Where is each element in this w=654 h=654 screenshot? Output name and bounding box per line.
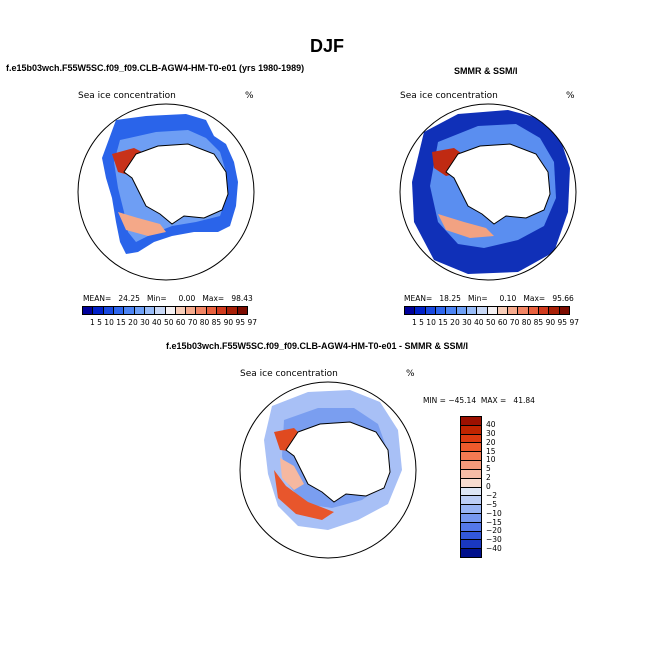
diff-colorbar-tick: −10: [486, 508, 502, 518]
left-colorbar-swatch: [196, 307, 207, 314]
right-colorbar-swatch: [415, 307, 426, 314]
diff-colorbar-swatch: [461, 531, 481, 541]
right-colorbar-swatch: [559, 307, 569, 314]
diff-colorbar-swatch: [461, 461, 481, 470]
right-units-label: %: [566, 91, 575, 101]
left-ice-peninsula: [118, 212, 166, 236]
right-colorbar-swatch: [466, 307, 478, 314]
left-colorbar-swatch: [175, 307, 187, 314]
left-colorbar-ticks: 1 5 10 15 20 30 40 50 60 70 80 85 90 95 …: [90, 318, 257, 327]
diff-colorbar-tick: 5: [486, 464, 491, 474]
right-colorbar-ticks: 1 5 10 15 20 30 40 50 60 70 80 85 90 95 …: [412, 318, 579, 327]
diff-colorbar-swatch: [461, 478, 481, 488]
diff-colorbar-swatch: [461, 496, 481, 506]
right-ice-peninsula: [438, 214, 494, 238]
left-polar-map: [77, 103, 255, 281]
diff-colorbar-tick: 2: [486, 473, 491, 483]
diff-colorbar-tick: 40: [486, 419, 496, 429]
right-colorbar-swatch: [435, 307, 447, 314]
left-colorbar-swatch: [83, 307, 94, 314]
left-colorbar: [82, 306, 248, 315]
left-variable-label: Sea ice concentration: [78, 91, 176, 101]
right-colorbar-swatch: [528, 307, 540, 314]
right-colorbar-swatch: [549, 307, 560, 314]
diff-colorbar-tick: 0: [486, 482, 491, 491]
left-stats: MEAN= 24.25 Min= 0.00 Max= 98.43: [83, 294, 253, 303]
diff-colorbar: [460, 416, 482, 558]
left-colorbar-swatch: [103, 307, 114, 314]
diff-colorbar-swatch: [461, 487, 481, 497]
diff-antarctica: [285, 421, 391, 503]
left-colorbar-swatch: [124, 307, 135, 314]
right-variable-label: Sea ice concentration: [400, 91, 498, 101]
right-colorbar-swatch: [508, 307, 519, 314]
right-colorbar-swatch: [446, 307, 457, 314]
diff-colorbar-tick: −20: [486, 526, 502, 536]
right-colorbar-swatch: [456, 307, 467, 314]
diff-units-label: %: [406, 369, 415, 379]
diff-colorbar-swatch: [461, 505, 481, 514]
right-colorbar-swatch: [539, 307, 550, 314]
diff-colorbar-swatch: [461, 549, 481, 557]
diff-colorbar-swatch: [461, 425, 481, 435]
diff-colorbar-tick: −30: [486, 535, 502, 545]
diff-colorbar-swatch: [461, 522, 481, 532]
right-colorbar-swatch: [425, 307, 436, 314]
right-polar-map: [399, 103, 577, 281]
diff-colorbar-tick: −5: [486, 499, 498, 509]
diff-colorbar-tick: −15: [486, 517, 502, 527]
diff-polar-map: [239, 381, 417, 559]
diff-field-lightpos: [280, 458, 304, 490]
diff-colorbar-swatch: [461, 443, 481, 453]
right-colorbar-swatch: [497, 307, 509, 314]
left-colorbar-swatch: [93, 307, 104, 314]
right-colorbar-swatch: [405, 307, 416, 314]
diff-colorbar-ticks: 40 30 20 15 10 5 2 0 −2 −5 −10 −15 −20 −30 −40: [486, 416, 526, 558]
diff-stats: MIN = −45.14 MAX = 41.84: [423, 396, 535, 405]
left-colorbar-swatch: [237, 307, 247, 314]
diff-colorbar-tick: −40: [486, 544, 502, 554]
diff-colorbar-swatch: [461, 417, 481, 426]
right-colorbar-swatch: [487, 307, 498, 314]
diff-colorbar-tick: 10: [486, 455, 496, 465]
left-colorbar-swatch: [155, 307, 166, 314]
diff-variable-label: Sea ice concentration: [240, 369, 338, 379]
left-antarctica: [123, 143, 229, 225]
diff-colorbar-tick: 20: [486, 437, 496, 447]
diff-colorbar-swatch: [461, 513, 481, 523]
diff-colorbar-swatch: [461, 452, 481, 462]
diff-colorbar-tick: −2: [486, 490, 498, 500]
diff-colorbar-swatch: [461, 434, 481, 444]
diff-colorbar-swatch: [461, 469, 481, 479]
right-colorbar-swatch: [477, 307, 488, 314]
left-colorbar-swatch: [217, 307, 228, 314]
right-colorbar: [404, 306, 570, 315]
right-stats: MEAN= 18.25 Min= 0.10 Max= 95.66: [404, 294, 574, 303]
left-colorbar-swatch: [134, 307, 145, 314]
left-colorbar-swatch: [165, 307, 176, 314]
diff-colorbar-tick: 30: [486, 428, 496, 438]
left-colorbar-swatch: [206, 307, 218, 314]
left-colorbar-swatch: [113, 307, 125, 314]
left-colorbar-swatch: [144, 307, 156, 314]
diff-colorbar-swatch: [461, 540, 481, 550]
diff-colorbar-tick: 15: [486, 446, 496, 456]
right-colorbar-swatch: [518, 307, 529, 314]
left-colorbar-swatch: [227, 307, 238, 314]
diff-field-peninsula: [274, 470, 334, 520]
page-title: DJF: [309, 36, 344, 56]
left-colorbar-swatch: [186, 307, 197, 314]
diff-panel-title: f.e15b03wch.F55W5SC.f09_f09.CLB-AGW4-HM-…: [166, 341, 469, 351]
right-antarctica: [445, 143, 551, 225]
left-units-label: %: [245, 91, 254, 101]
left-panel-title: f.e15b03wch.F55W5SC.f09_f09.CLB-AGW4-HM-…: [6, 63, 305, 73]
right-panel-title: SMMR & SSM/I: [454, 66, 518, 76]
